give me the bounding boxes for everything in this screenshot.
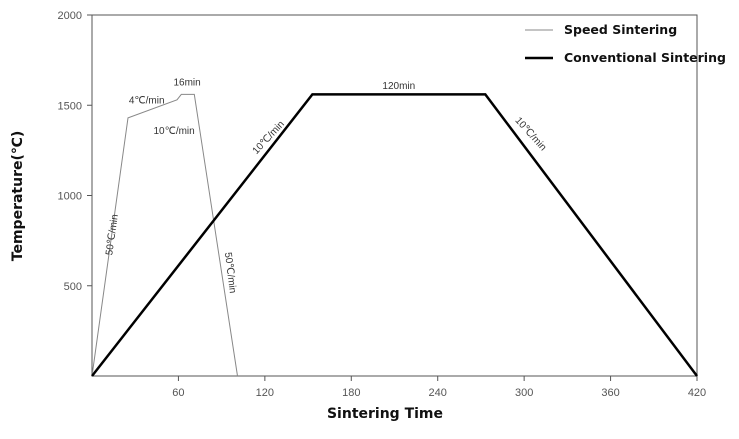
annotation-label: 50℃/min	[222, 252, 238, 294]
x-tick-label: 180	[342, 387, 360, 399]
annotations: 50℃/min 4℃/min 16min 10℃/min 50℃/min 10℃/min 1…	[104, 77, 548, 294]
series-lines	[91, 93, 698, 377]
legend-label-conventional: Conventional Sintering	[564, 50, 726, 65]
plot-area	[91, 14, 698, 377]
x-tick-label: 420	[688, 387, 706, 399]
annotation-label: 4℃/min	[129, 95, 165, 106]
legend: Speed Sintering Conventional Sintering	[525, 22, 726, 65]
y-axis-ticks: 500 1000 1500 2000	[58, 10, 92, 293]
y-tick-label: 500	[64, 281, 82, 293]
annotation-label: 10℃/min	[512, 115, 548, 153]
y-tick-label: 1000	[58, 191, 82, 203]
annotation-label: 16min	[173, 77, 200, 88]
x-tick-label: 240	[429, 387, 447, 399]
x-tick-label: 360	[601, 387, 619, 399]
conventional-sintering-line	[91, 93, 698, 377]
y-axis-title: Temperature(℃)	[10, 131, 26, 261]
annotation-label: 50℃/min	[104, 214, 121, 256]
speed-sintering-line	[91, 93, 238, 377]
x-axis-title: Sintering Time	[327, 406, 443, 422]
y-tick-label: 1500	[58, 100, 82, 112]
annotation-label: 120min	[382, 81, 415, 92]
x-tick-label: 60	[172, 387, 184, 399]
y-tick-label: 2000	[58, 10, 82, 22]
x-tick-label: 120	[256, 387, 274, 399]
x-axis-ticks: 60 120 180 240 300 360 420	[172, 376, 706, 399]
annotation-label: 10℃/min	[153, 126, 194, 137]
x-tick-label: 300	[515, 387, 533, 399]
legend-label-speed: Speed Sintering	[564, 22, 677, 37]
